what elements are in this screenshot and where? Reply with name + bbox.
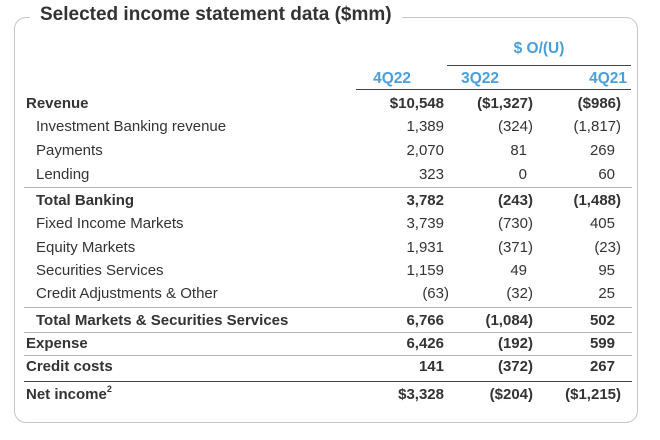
table-row-credit-costs: Credit costs 141 (372) 267 bbox=[24, 356, 632, 379]
value-4q22: 2,070 bbox=[406, 142, 444, 159]
row-label: Lending bbox=[36, 166, 90, 183]
value-3q22: (371) bbox=[497, 239, 533, 256]
value-4q21: 60 bbox=[598, 166, 615, 183]
table-row: Securities Services 1,159 49 95 bbox=[24, 260, 632, 283]
value-3q22: (1,084) bbox=[485, 312, 533, 329]
value-4q21: 25 bbox=[598, 285, 615, 302]
value-4q21: ($1,215) bbox=[565, 386, 621, 403]
table-row-total-banking: Total Banking 3,782 (243) (1,488) bbox=[24, 190, 632, 213]
variance-header-underline bbox=[447, 65, 631, 66]
value-3q22: (243) bbox=[497, 192, 533, 209]
row-label: Expense bbox=[26, 335, 88, 352]
row-label: Payments bbox=[36, 142, 103, 159]
section-divider bbox=[24, 355, 632, 356]
value-4q22: 3,739 bbox=[406, 215, 444, 232]
table-row-net-income: Net income2 $3,328 ($204) ($1,215) bbox=[24, 384, 632, 407]
value-3q22: (32) bbox=[506, 285, 533, 302]
value-3q22: (324) bbox=[497, 118, 533, 135]
section-divider bbox=[24, 187, 632, 188]
value-4q21: 95 bbox=[598, 262, 615, 279]
section-divider bbox=[24, 307, 632, 308]
value-4q22: 1,159 bbox=[406, 262, 444, 279]
value-4q22: 141 bbox=[418, 358, 444, 375]
table-row-total-markets: Total Markets & Securities Services 6,76… bbox=[24, 310, 632, 333]
table-row: Investment Banking revenue 1,389 (324) (… bbox=[24, 116, 632, 139]
value-3q22: (730) bbox=[497, 215, 533, 232]
row-label: Equity Markets bbox=[36, 239, 136, 256]
row-label: Net income2 bbox=[26, 384, 112, 403]
value-4q21: 502 bbox=[589, 312, 615, 329]
value-4q21: (1,488) bbox=[573, 192, 621, 209]
value-3q22: ($204) bbox=[489, 386, 533, 403]
value-4q21: (23) bbox=[594, 239, 621, 256]
table-row: Credit Adjustments & Other (63) (32) 25 bbox=[24, 283, 632, 306]
value-4q22: $3,328 bbox=[398, 386, 444, 403]
table-row-expense: Expense 6,426 (192) 599 bbox=[24, 333, 632, 356]
value-4q22: 323 bbox=[418, 166, 444, 183]
table-row: Payments 2,070 81 269 bbox=[24, 140, 632, 163]
table-row: Lending 323 0 60 bbox=[24, 164, 632, 187]
row-label: Revenue bbox=[26, 95, 89, 112]
value-3q22: 0 bbox=[518, 166, 527, 183]
row-label: Investment Banking revenue bbox=[36, 118, 227, 135]
value-3q22: (372) bbox=[497, 358, 533, 375]
table-row-revenue: Revenue $10,548 ($1,327) ($986) bbox=[24, 93, 632, 116]
value-4q22: 6,766 bbox=[406, 312, 444, 329]
column-header-3q22: 3Q22 bbox=[461, 70, 499, 87]
table-row: Fixed Income Markets 3,739 (730) 405 bbox=[24, 213, 632, 236]
row-label: Fixed Income Markets bbox=[36, 215, 184, 232]
value-3q22: 49 bbox=[510, 262, 527, 279]
section-divider bbox=[24, 332, 632, 333]
table-row: Equity Markets 1,931 (371) (23) bbox=[24, 237, 632, 260]
row-label: Securities Services bbox=[36, 262, 164, 279]
row-label-text: Net income bbox=[26, 386, 107, 403]
value-4q21: 599 bbox=[589, 335, 615, 352]
row-label: Credit Adjustments & Other bbox=[36, 285, 218, 302]
row-label: Credit costs bbox=[26, 358, 113, 375]
value-4q22: 1,931 bbox=[406, 239, 444, 256]
value-4q22: 1,389 bbox=[406, 118, 444, 135]
panel-title: Selected income statement data ($mm) bbox=[30, 4, 402, 26]
value-3q22: (192) bbox=[497, 335, 533, 352]
value-4q21: ($986) bbox=[577, 95, 621, 112]
value-4q21: 269 bbox=[589, 142, 615, 159]
column-header-4q22: 4Q22 bbox=[373, 70, 411, 87]
footnote-marker: 2 bbox=[106, 384, 112, 394]
row-label: Total Banking bbox=[36, 192, 135, 209]
value-4q21: 267 bbox=[589, 358, 615, 375]
value-3q22: 81 bbox=[510, 142, 527, 159]
column-header-4q21: 4Q21 bbox=[589, 70, 627, 87]
value-4q22: 6,426 bbox=[406, 335, 444, 352]
value-3q22: ($1,327) bbox=[477, 95, 533, 112]
value-4q22: $10,548 bbox=[389, 95, 444, 112]
value-4q22: 3,782 bbox=[406, 192, 444, 209]
value-4q21: (1,817) bbox=[573, 118, 621, 135]
variance-header: $ O/(U) bbox=[513, 40, 565, 57]
header-underline bbox=[356, 89, 631, 90]
value-4q21: 405 bbox=[589, 215, 615, 232]
value-4q22: (63) bbox=[422, 285, 449, 302]
net-income-divider bbox=[24, 381, 632, 382]
row-label: Total Markets & Securities Services bbox=[36, 312, 289, 329]
